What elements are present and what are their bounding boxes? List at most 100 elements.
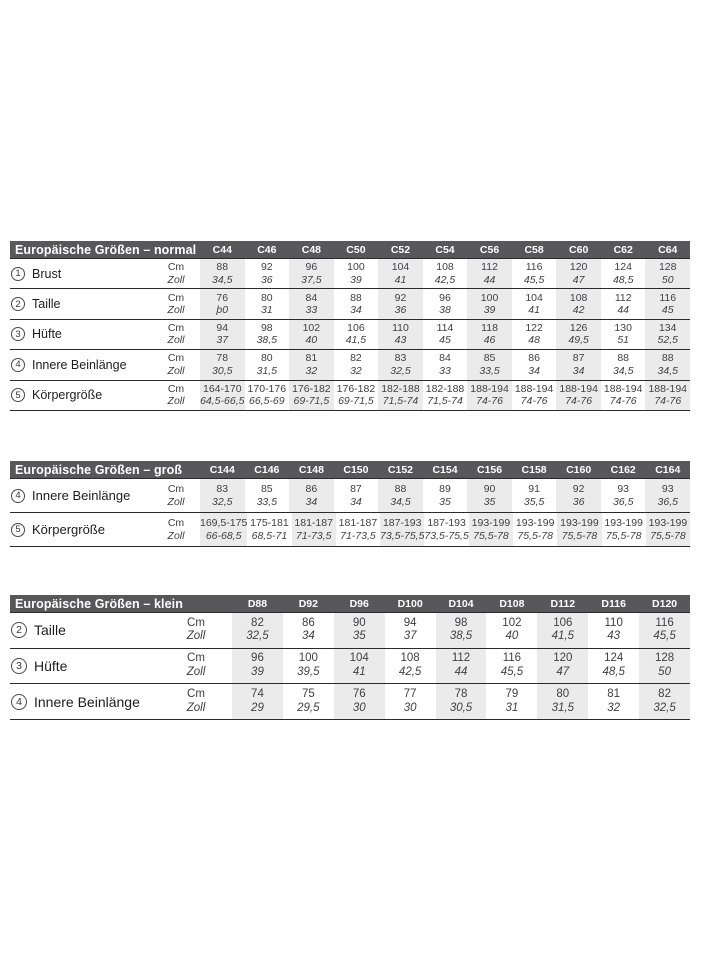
zoll-value: 33 (439, 364, 451, 377)
size-cell: 120 47 (556, 259, 601, 289)
data-cells: 94 37 98 38,5 102 40 106 41,5 110 43 114 45 118 46 122… (200, 319, 691, 350)
row-label: Innere Beinlänge (32, 357, 127, 372)
table-row: 2 Taille Cm Zoll 82 32,5 86 34 90 35 94 37 98 38,5 102… (10, 612, 691, 648)
zoll-value: þ0 (216, 304, 229, 317)
zoll-value: 49,5 (568, 334, 589, 347)
cm-value: 87 (350, 483, 362, 496)
size-cell: 193-199 75,5-78 (557, 513, 602, 546)
cm-value: 94 (216, 322, 229, 335)
cm-value: 188-194 (514, 382, 554, 395)
zoll-value: 30,5 (449, 701, 473, 714)
row-number-badge: 1 (11, 266, 25, 281)
zoll-value: 73,5-75,5 (424, 529, 469, 542)
size-cell: 94 37 (200, 319, 245, 350)
cm-value: 108 (436, 261, 454, 274)
column-header: C158 (521, 463, 547, 476)
zoll-value: 42 (572, 304, 585, 317)
size-cell: 100 39 (467, 289, 512, 319)
row-label-cell: 5 Körpergröße (10, 381, 152, 410)
size-cell: 124 48,5 (601, 259, 646, 288)
zoll-value: 39,5 (297, 666, 320, 679)
size-cell: 130 51 (601, 320, 646, 349)
row-number-badge: 2 (11, 297, 25, 312)
size-cell: 104 41 (333, 648, 385, 684)
unit-cm-label: Cm (187, 652, 205, 665)
cm-value: 110 (604, 616, 623, 629)
zoll-value: 66,5-69 (249, 395, 285, 408)
cm-value: 120 (553, 652, 573, 665)
size-cell: 88 34 (334, 289, 379, 318)
size-cell: 187-193 73,5-75,5 (380, 513, 425, 546)
cm-value: 108 (569, 291, 588, 304)
zoll-value: 29,5 (297, 701, 320, 714)
size-cell: 104 41 (378, 259, 423, 289)
size-cell: 102 40 (486, 613, 537, 648)
column-header: D100 (397, 597, 423, 610)
unit-cell: Cm Zoll (160, 613, 232, 648)
row-label-cell: 2 Taille (10, 289, 152, 318)
cm-value: 80 (556, 688, 570, 701)
cm-value: 114 (436, 322, 454, 335)
size-cell: 92 36 (556, 479, 601, 512)
cm-value: 110 (392, 322, 409, 335)
size-cell: 93 36,5 (601, 479, 646, 512)
cm-value: 188-194 (470, 382, 509, 395)
column-header: C150 (343, 463, 369, 476)
table-row: 1 Brust Cm Zoll 88 34,5 92 36 96 37,5 100 39 104 41 10… (10, 258, 691, 289)
zoll-value: 31 (260, 304, 273, 317)
zoll-value: 38,5 (449, 630, 473, 643)
cm-value: 86 (305, 483, 318, 496)
cm-value: 77 (403, 688, 417, 701)
size-cell: 92 36 (245, 259, 290, 288)
zoll-value: 71,5-74 (427, 395, 463, 408)
cm-value: 91 (528, 483, 540, 496)
unit-cell: Cm Zoll (152, 259, 200, 288)
zoll-value: 44 (483, 273, 496, 286)
cm-value: 86 (528, 352, 540, 365)
zoll-value: 34 (572, 364, 585, 377)
zoll-value: 40 (505, 630, 519, 643)
zoll-value: 30,5 (212, 364, 233, 377)
cm-value: 78 (216, 352, 229, 365)
cm-value: 182-188 (381, 382, 420, 395)
size-cell: 89 35 (423, 479, 468, 512)
data-cells: 78 30,5 80 31,5 81 32 82 32 83 32,5 84 33 85 33,5 86 34… (200, 350, 691, 380)
zoll-value: 37 (216, 334, 229, 347)
zoll-value: 74-76 (609, 395, 637, 408)
zoll-value: 45,5 (523, 273, 545, 286)
zoll-value: 75,5-78 (473, 529, 509, 542)
row-label-cell: 3 Hüfte (10, 320, 152, 349)
cm-value: 106 (553, 616, 573, 629)
cm-value: 124 (604, 652, 624, 665)
column-header: C44 (212, 243, 232, 256)
size-cell: 126 49,5 (556, 319, 601, 350)
cm-value: 76 (352, 688, 366, 701)
cm-value: 88 (216, 261, 229, 274)
zoll-value: 32 (350, 364, 362, 377)
unit-zoll-label: Zoll (167, 395, 185, 408)
size-cell: 106 41,5 (537, 613, 589, 648)
zoll-value: 41,5 (551, 630, 574, 643)
cm-value: 126 (569, 322, 588, 335)
size-cell: 122 48 (512, 320, 557, 349)
size-cell: 102 40 (289, 319, 334, 350)
table-row: 4 Innere Beinlänge Cm Zoll 83 32,5 85 33,5 86 34 8… (10, 478, 691, 512)
size-cell: 181-187 71-73,5 (336, 513, 380, 546)
zoll-value: 37,5 (301, 273, 322, 286)
column-header: C148 (298, 463, 324, 476)
row-number-badge: 3 (11, 327, 25, 342)
unit-zoll-label: Zoll (167, 529, 185, 542)
zoll-value: 47 (556, 666, 570, 679)
cm-value: 164-170 (203, 382, 242, 395)
zoll-value: 35,5 (523, 495, 545, 508)
cm-value: 80 (260, 352, 273, 365)
column-header: D108 (499, 597, 525, 610)
size-cell: 86 34 (283, 613, 334, 648)
size-cell: 79 31 (486, 684, 537, 719)
size-cell: 114 45 (423, 320, 468, 349)
size-cell: 80 31 (245, 289, 290, 318)
size-cell: 88 34,5 (378, 479, 423, 512)
cm-value: 92 (260, 261, 273, 274)
column-header-row: C44 C46 C48 C50 C52 C54 C56 C58 C60 C62 C64 (200, 241, 690, 258)
size-cell: 92 36 (378, 289, 423, 319)
